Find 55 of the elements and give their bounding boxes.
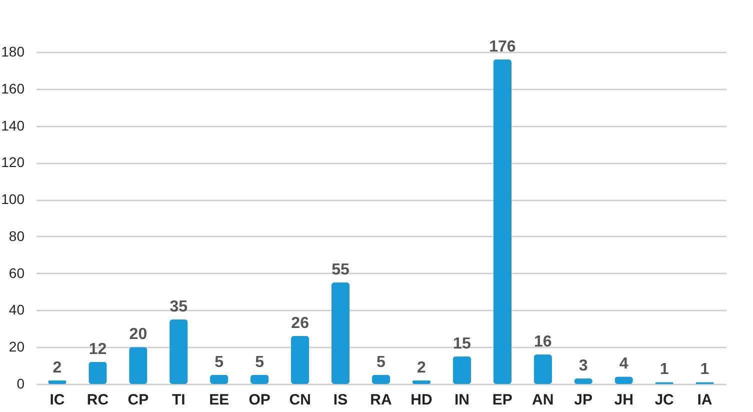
bar	[129, 347, 148, 384]
data-label: 15	[453, 335, 471, 352]
y-tick-label: 160	[1, 80, 25, 96]
x-tick-label: RC	[86, 392, 109, 408]
x-tick-label: IN	[454, 392, 470, 408]
bar	[88, 362, 107, 384]
data-label: 35	[170, 298, 188, 316]
y-tick-label: 80	[8, 228, 25, 244]
data-label: 5	[214, 354, 224, 371]
x-tick-label: JH	[614, 392, 634, 408]
y-tick-label: 180	[1, 44, 25, 60]
bar	[534, 354, 552, 384]
x-tick-label: IA	[697, 392, 712, 408]
y-tick-label: 100	[1, 191, 25, 208]
data-label: 1	[700, 361, 710, 378]
data-label: 5	[376, 354, 386, 371]
data-label: 4	[619, 356, 628, 373]
x-tick-label: CN	[289, 392, 311, 408]
x-tick-label: HD	[410, 392, 432, 408]
y-tick-label: 20	[8, 338, 25, 355]
y-tick-label: 40	[8, 302, 25, 318]
y-tick-label: 60	[8, 264, 25, 281]
data-label: 2	[52, 359, 62, 376]
bar	[170, 319, 188, 384]
x-tick-label: EE	[209, 392, 230, 408]
bar	[290, 336, 310, 384]
bar	[250, 374, 269, 384]
y-tick-label: 140	[1, 117, 25, 134]
data-label: 2	[417, 359, 426, 376]
y-tick-label: 120	[1, 154, 25, 170]
data-label: 12	[88, 340, 107, 358]
x-tick-label: IS	[333, 392, 348, 408]
data-label: 26	[291, 315, 310, 332]
bar	[331, 282, 350, 384]
data-label: 16	[534, 333, 552, 350]
data-label: 1	[660, 361, 669, 378]
data-label: 5	[255, 354, 264, 371]
x-tick-label: AN	[532, 392, 554, 408]
bar	[493, 59, 512, 384]
data-label: 3	[578, 357, 588, 374]
y-tick-label: 0	[16, 376, 25, 392]
data-label: 20	[129, 326, 148, 344]
data-label: 55	[332, 262, 350, 279]
x-tick-label: OP	[248, 392, 270, 408]
x-tick-label: EP	[492, 392, 512, 408]
x-tick-label: IC	[50, 392, 65, 408]
bar	[452, 356, 472, 384]
x-tick-label: TI	[172, 392, 186, 408]
x-tick-label: JC	[654, 392, 674, 408]
bar	[210, 374, 228, 384]
data-label: 176	[489, 38, 516, 56]
x-tick-label: RA	[370, 392, 392, 408]
x-tick-label: JP	[574, 392, 593, 408]
bar	[372, 374, 390, 384]
x-tick-label: CP	[128, 392, 149, 408]
